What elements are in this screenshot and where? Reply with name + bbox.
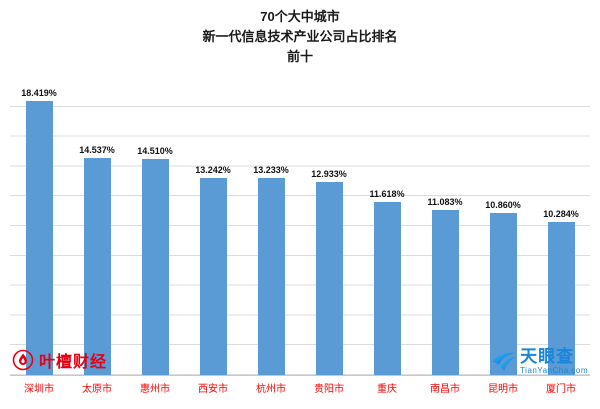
bar: [315, 182, 343, 375]
chart-title-line-2: 新一代信息技术产业公司占比排名: [202, 29, 398, 44]
bar-value-label: 18.419%: [21, 87, 57, 98]
x-axis-labels: 深圳市 太原市 惠州市 西安市 杭州市 贵阳市 重庆 南昌市 昆明市 厦门市: [10, 380, 590, 395]
x-axis-label: 厦门市: [546, 384, 576, 395]
x-axis-label: 太原市: [82, 384, 112, 395]
bar: [257, 177, 285, 375]
chart-title-line-1: 70个大中城市: [260, 9, 340, 24]
bar: [431, 209, 459, 375]
bar-value-label: 14.537%: [79, 145, 115, 156]
bar-value-label: 10.860%: [485, 200, 521, 211]
bar-column: 13.242%: [184, 78, 242, 375]
bar-column: 10.860%: [474, 78, 532, 375]
bar-column: 14.537%: [68, 78, 126, 375]
bar-column: 12.933%: [300, 78, 358, 375]
right-brand-logo: 天眼查 TianYanCha.com: [490, 348, 588, 375]
bar-value-label: 13.233%: [253, 164, 289, 175]
bar: [25, 100, 53, 375]
x-axis-label: 深圳市: [24, 384, 54, 395]
tianyancha-eye-icon: [490, 348, 516, 374]
left-brand-logo: 叶檀财经: [12, 348, 107, 372]
bar: [547, 221, 575, 375]
bar: [373, 201, 401, 375]
bar: [141, 158, 169, 375]
bars-container: 18.419% 14.537% 14.510% 13.242% 13.233% 12.93…: [10, 78, 590, 375]
bar-value-label: 13.242%: [195, 164, 231, 175]
bar-column: 13.233%: [242, 78, 300, 375]
x-axis-label: 昆明市: [488, 384, 518, 395]
bar-value-label: 11.618%: [369, 188, 405, 199]
bar-column: 10.284%: [532, 78, 590, 375]
bar: [199, 177, 227, 375]
chart-title: 70个大中城市 新一代信息技术产业公司占比排名 前十: [0, 7, 600, 67]
bar-value-label: 12.933%: [311, 169, 347, 180]
bar-column: 11.083%: [416, 78, 474, 375]
plot-area: 18.419% 14.537% 14.510% 13.242% 13.233% 12.93…: [10, 78, 590, 376]
x-axis-label: 惠州市: [140, 384, 170, 395]
bar-column: 18.419%: [10, 78, 68, 375]
bar-value-label: 11.083%: [427, 196, 463, 207]
right-brand-url: TianYanCha.com: [520, 366, 588, 375]
bar-value-label: 10.284%: [543, 208, 579, 219]
yetan-flame-icon: [12, 349, 34, 371]
x-axis-label: 西安市: [198, 384, 228, 395]
bar-column: 14.510%: [126, 78, 184, 375]
bar: [489, 213, 517, 375]
chart-title-line-3: 前十: [286, 49, 313, 64]
x-axis-label: 重庆: [377, 384, 397, 395]
x-axis-label: 贵阳市: [314, 384, 344, 395]
left-brand-name: 叶檀财经: [39, 354, 108, 371]
bar-value-label: 14.510%: [137, 145, 173, 156]
right-brand-name: 天眼查: [520, 347, 575, 366]
x-axis-label: 南昌市: [430, 384, 460, 395]
bar: [83, 158, 111, 375]
bar-column: 11.618%: [358, 78, 416, 375]
x-axis-label: 杭州市: [256, 384, 286, 395]
